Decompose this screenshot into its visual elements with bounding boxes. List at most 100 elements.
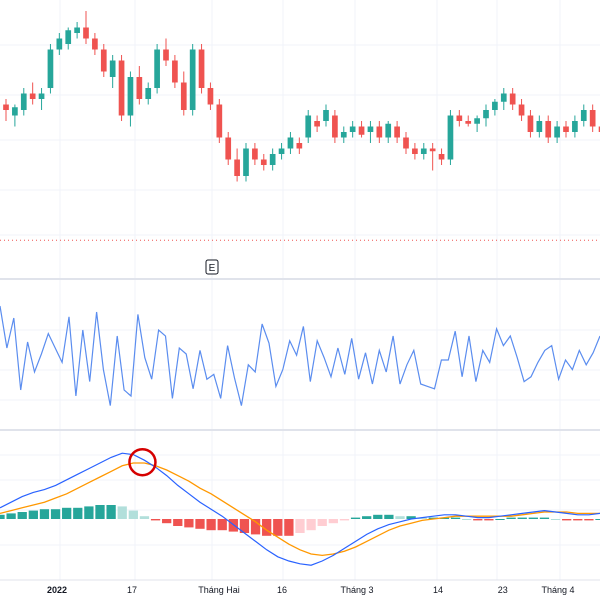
histogram-bar [406,516,416,519]
histogram-bar [362,516,372,519]
oscillator-pane[interactable] [0,305,600,406]
candle-body [598,126,600,132]
candle-body [492,101,498,110]
histogram-bar [428,517,438,519]
histogram-bar [50,509,61,519]
candle-body [269,154,276,165]
candle-body [136,77,143,99]
x-tick-label: 2022 [47,585,67,595]
candle-body [429,148,436,152]
candle-body [3,104,9,110]
histogram-bar [473,519,483,521]
candle-body [207,88,214,105]
candle-body [554,126,560,138]
candle-body [465,121,472,124]
candle-body [412,148,418,154]
histogram-bar [206,519,216,531]
histogram-bar [584,519,594,521]
candle-body [474,118,480,124]
crossover-highlight-circle [128,447,157,477]
candle-body [349,126,356,132]
histogram-bar [506,517,516,519]
candle-body [580,110,587,121]
candle-body [145,88,152,99]
candle-body [198,49,205,88]
histogram-bar [106,505,116,519]
histogram-bar [439,517,450,519]
histogram-bar [317,519,327,526]
histogram-bar [262,519,272,536]
histogram-bar [350,517,361,519]
candle-body [287,137,294,149]
macd-line [0,452,600,566]
candle-body [12,107,18,116]
price-pane[interactable] [3,11,600,182]
candle-body [38,93,45,99]
histogram-bar [539,517,550,519]
candle-body [509,93,516,105]
candle-body [332,115,338,138]
histogram-bar [550,519,561,520]
histogram-bar [162,519,172,524]
histogram-bar [0,514,5,519]
candle-body [536,121,543,132]
x-tick-label: Tháng 3 [340,585,373,595]
histogram-bar [128,510,138,519]
candle-body [500,93,507,102]
candle-body [340,132,347,138]
candle-body [305,115,312,138]
candle-body [447,115,454,160]
candle-body [563,126,569,132]
macd-pane[interactable] [0,452,600,566]
histogram-bar [95,505,105,519]
histogram-bar [450,517,461,519]
x-tick-label: Tháng 4 [541,585,574,595]
histogram-bar [462,519,472,520]
x-tick-label: Tháng Hai [198,585,240,595]
candle-body [29,93,36,99]
histogram-bar [117,506,127,519]
histogram-bar [328,519,338,524]
histogram-bar [373,514,383,519]
candle-body [92,38,98,50]
histogram-bar [306,519,316,531]
candle-body [118,60,125,116]
grid-layer [0,0,600,580]
histogram-bar [173,519,183,526]
candle-body [376,126,383,138]
candle-body [74,27,80,33]
candle-body [65,30,72,44]
x-tick-label: 17 [127,585,137,595]
candle-body [47,49,54,88]
candle-body [545,121,552,138]
candle-body [314,121,320,127]
candle-body [456,115,463,121]
oscillator-series-line [0,305,600,406]
candle-body [260,159,267,165]
candle-body [172,60,178,83]
histogram-bar [595,519,600,520]
candle-body [225,137,232,160]
histogram-bar [528,517,538,519]
histogram-bar [28,510,38,519]
candle-body [403,137,409,149]
candle-body [358,126,365,135]
event-marker[interactable]: E [205,259,219,275]
candle-body [56,38,63,50]
histogram-bar [395,516,405,519]
candle-body [234,159,240,176]
candle-body [243,148,249,176]
histogram-bar [417,517,427,519]
histogram-bar [17,512,27,519]
x-axis[interactable]: 2022 17 Tháng Hai 16 Tháng 3 14 23 Tháng 4 [0,579,600,595]
candle-body [180,82,187,110]
candle-body [483,110,489,119]
candle-body [252,148,258,160]
x-tick-label: 23 [498,585,508,595]
histogram-bar [6,513,16,519]
histogram-bar [62,507,72,519]
candle-body [589,110,596,127]
x-tick-label: 16 [277,585,287,595]
